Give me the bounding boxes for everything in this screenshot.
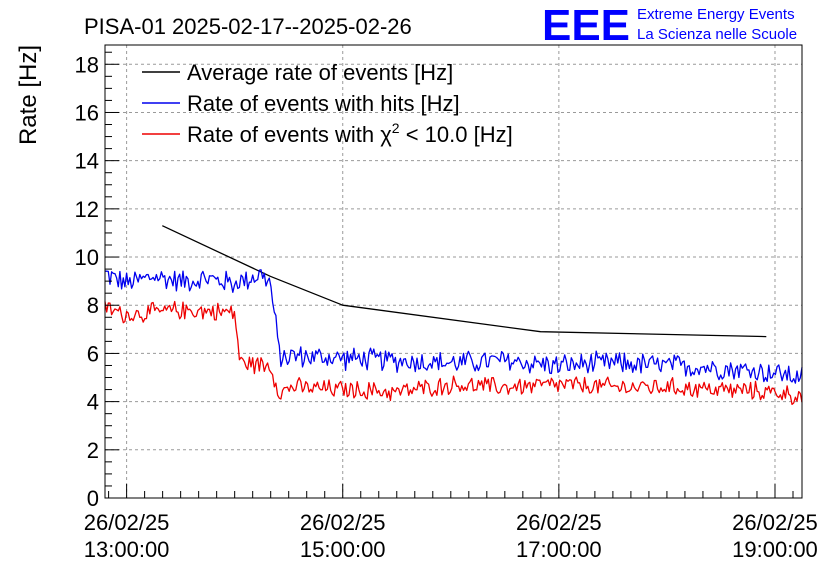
- x-tick-label-time: 13:00:00: [84, 537, 170, 562]
- y-tick-label: 10: [75, 245, 99, 270]
- chi-symbol: χ: [380, 122, 392, 147]
- grid-layer: [105, 45, 802, 498]
- legend: Average rate of events [Hz] Rate of even…: [142, 60, 513, 147]
- y-axis-label: Rate [Hz]: [15, 45, 42, 145]
- series-average-line: [162, 225, 767, 338]
- y-tick-label: 8: [87, 293, 99, 318]
- y-tick-label: 18: [75, 52, 99, 77]
- y-tick-label: 12: [75, 197, 99, 222]
- y-tick-label: 0: [87, 486, 99, 511]
- x-tick-label-date: 26/02/25: [300, 510, 386, 535]
- y-tick-label: 16: [75, 100, 99, 125]
- chart-title: PISA-01 2025-02-17--2025-02-26: [84, 14, 412, 39]
- series-hits-line: [104, 269, 803, 384]
- series-chi2-line: [104, 300, 803, 406]
- x-tick-label-date: 26/02/25: [516, 510, 602, 535]
- series-layer: [104, 225, 803, 406]
- x-tick-label-time: 15:00:00: [300, 537, 386, 562]
- x-tick-label-date: 26/02/25: [84, 510, 170, 535]
- y-tick-label: 4: [87, 390, 99, 415]
- chi-superscript: 2: [392, 120, 400, 136]
- plot-frame: [104, 44, 803, 499]
- y-tick-label: 2: [87, 438, 99, 463]
- logo-line-1: Extreme Energy Events: [637, 6, 795, 23]
- x-tick-label-date: 26/02/25: [732, 510, 818, 535]
- logo-mark: EEE: [542, 1, 630, 50]
- x-tick-label-time: 17:00:00: [516, 537, 602, 562]
- legend-label-chi2: Rate of events with χ2 < 10.0 [Hz]: [187, 120, 513, 147]
- eee-logo: EEE Extreme Energy Events La Scienza nel…: [542, 1, 797, 50]
- x-tick-label-time: 19:00:00: [732, 537, 818, 562]
- y-tick-label: 6: [87, 341, 99, 366]
- tick-layer: 02468101214161826/02/2513:00:0026/02/251…: [75, 51, 818, 562]
- y-tick-label: 14: [75, 149, 99, 174]
- legend-label-hits: Rate of events with hits [Hz]: [187, 91, 460, 116]
- logo-line-2: La Scienza nelle Scuole: [637, 26, 797, 43]
- legend-label-average: Average rate of events [Hz]: [187, 60, 453, 85]
